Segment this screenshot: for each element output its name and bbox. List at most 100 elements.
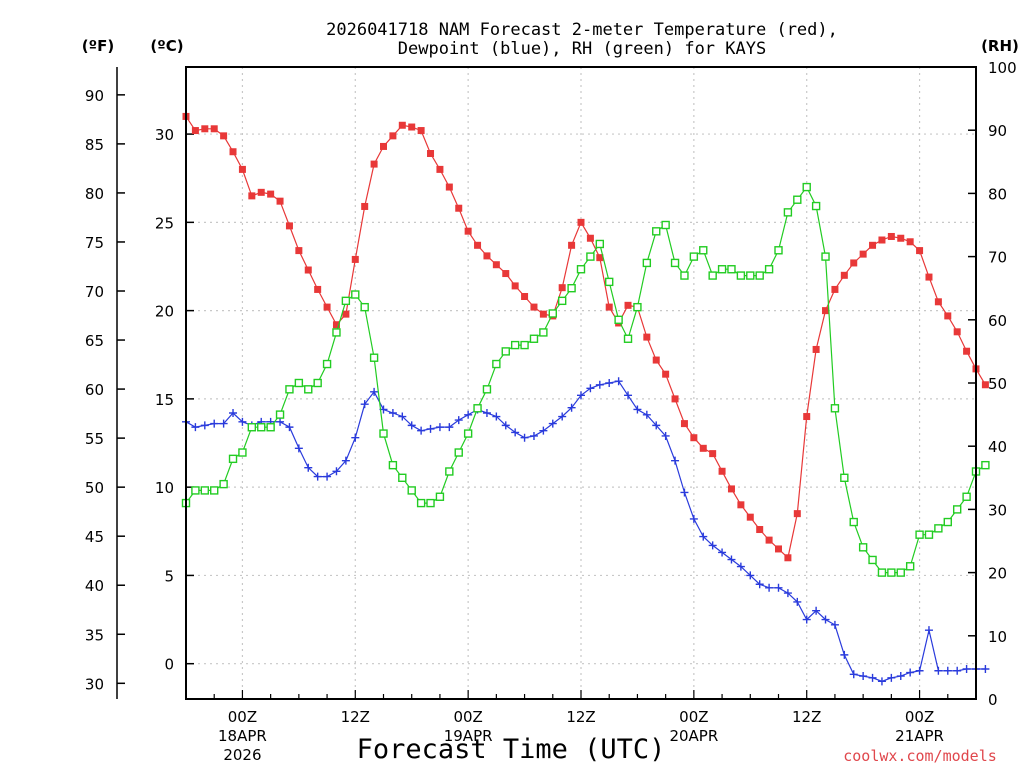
chart-title-line1: 2026041718 NAM Forecast 2-meter Temperat…	[326, 20, 838, 40]
dewpoint-point	[605, 379, 614, 387]
temperature-point	[295, 247, 303, 255]
dewpoint-point	[577, 391, 585, 400]
temperature-point	[248, 192, 256, 200]
rh-point	[699, 246, 708, 255]
dewpoint-point	[802, 615, 811, 624]
temperature-point	[417, 127, 425, 135]
rh-point	[313, 378, 322, 388]
rh-point	[200, 486, 210, 495]
rh-point	[915, 530, 924, 539]
dewpoint-point	[859, 672, 868, 681]
rh-point	[802, 182, 811, 192]
temperature-point	[332, 321, 340, 329]
temperature-point	[220, 132, 228, 140]
temperature-point	[276, 197, 284, 205]
dewpoint-point	[200, 421, 209, 430]
rh-point	[548, 309, 557, 318]
dewpoint-point	[934, 666, 943, 675]
temperature-point	[408, 123, 416, 131]
temperature-point	[380, 142, 387, 150]
rh-point	[322, 359, 332, 369]
dewpoint-point	[351, 433, 360, 442]
dewpoint-point	[313, 472, 322, 481]
rh-point	[821, 252, 830, 261]
dewpoint-point	[746, 571, 755, 580]
fahrenheit-tick-label: 75	[85, 234, 104, 252]
dewpoint-point	[426, 424, 435, 433]
rh-point	[360, 302, 369, 312]
time-tick-day: 21APR	[895, 727, 944, 745]
temperature-point	[869, 241, 877, 249]
time-tick-year: 2026	[223, 746, 261, 764]
temperature-point	[822, 307, 830, 315]
temperature-point	[718, 467, 726, 475]
rh-tick-label: 10	[988, 628, 1007, 646]
rh-point	[341, 296, 351, 306]
rh-point	[614, 315, 623, 324]
dewpoint-point	[915, 666, 924, 675]
rh-point	[642, 258, 652, 268]
temperature-point	[267, 190, 275, 198]
dewpoint-point	[765, 583, 774, 592]
rh-point	[755, 271, 764, 280]
temperature-point	[652, 356, 660, 364]
rh-point	[877, 568, 887, 577]
fahrenheit-tick-label: 90	[85, 87, 104, 105]
dewpoint-point	[558, 412, 567, 421]
rh-tick-label: 90	[988, 122, 1007, 140]
temperature-point	[897, 234, 905, 242]
temperature-point	[577, 218, 585, 226]
rh-tick-label: 70	[988, 249, 1007, 267]
fahrenheit-tick-label: 30	[85, 675, 104, 693]
temperature-point	[944, 312, 952, 320]
temperature-point	[511, 282, 519, 290]
time-tick-label: 12Z	[341, 708, 370, 726]
dewpoint-point	[830, 620, 839, 629]
temperature-point	[850, 259, 858, 267]
temperature-point	[662, 370, 670, 378]
temperature-point	[285, 222, 293, 230]
data-series	[181, 112, 990, 686]
celsius-tick-label: 5	[164, 567, 174, 585]
fahrenheit-tick-label: 80	[85, 185, 104, 203]
dewpoint-point	[774, 583, 783, 592]
rh-point	[285, 385, 294, 394]
temperature-point	[257, 188, 265, 196]
dewpoint-point	[398, 412, 407, 421]
rh-point	[764, 265, 774, 274]
fahrenheit-tick-label: 60	[85, 381, 104, 399]
dewpoint-point	[360, 400, 369, 409]
time-tick-label: 00Z	[679, 708, 708, 726]
rh-point	[689, 252, 699, 261]
dewpoint-point	[953, 666, 962, 675]
dewpoint-point	[680, 488, 689, 497]
temperature-point	[455, 204, 463, 212]
temperature-point	[775, 545, 782, 553]
rh-point	[793, 195, 802, 204]
temperature-point	[934, 298, 942, 306]
rh-point	[595, 239, 605, 249]
rh-point	[887, 568, 896, 577]
grid-lines	[186, 67, 976, 699]
temperature-point	[812, 345, 820, 353]
dewpoint-point	[323, 472, 332, 481]
celsius-tick-label: 25	[155, 214, 174, 232]
temperature-point	[530, 303, 538, 311]
dewpoint-point	[341, 456, 350, 465]
temperature-point	[831, 285, 839, 293]
fahrenheit-tick-label: 85	[85, 136, 104, 154]
rh-point	[238, 448, 247, 457]
temperature-point	[906, 238, 914, 246]
temperature-point	[314, 285, 322, 293]
series-2	[181, 182, 990, 577]
plot-frame	[185, 66, 977, 700]
dewpoint-point	[981, 664, 990, 673]
rh-point	[783, 208, 793, 217]
dewpoint-point	[595, 380, 604, 389]
rh-point	[266, 423, 275, 432]
temperature-point	[671, 395, 679, 403]
temperature-point	[709, 450, 717, 458]
temperature-point	[925, 273, 933, 281]
dewpoint-point	[511, 428, 520, 437]
